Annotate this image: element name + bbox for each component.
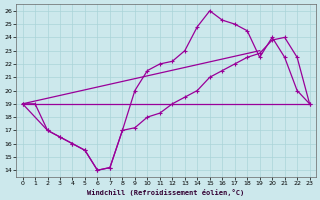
X-axis label: Windchill (Refroidissement éolien,°C): Windchill (Refroidissement éolien,°C) [87, 189, 245, 196]
